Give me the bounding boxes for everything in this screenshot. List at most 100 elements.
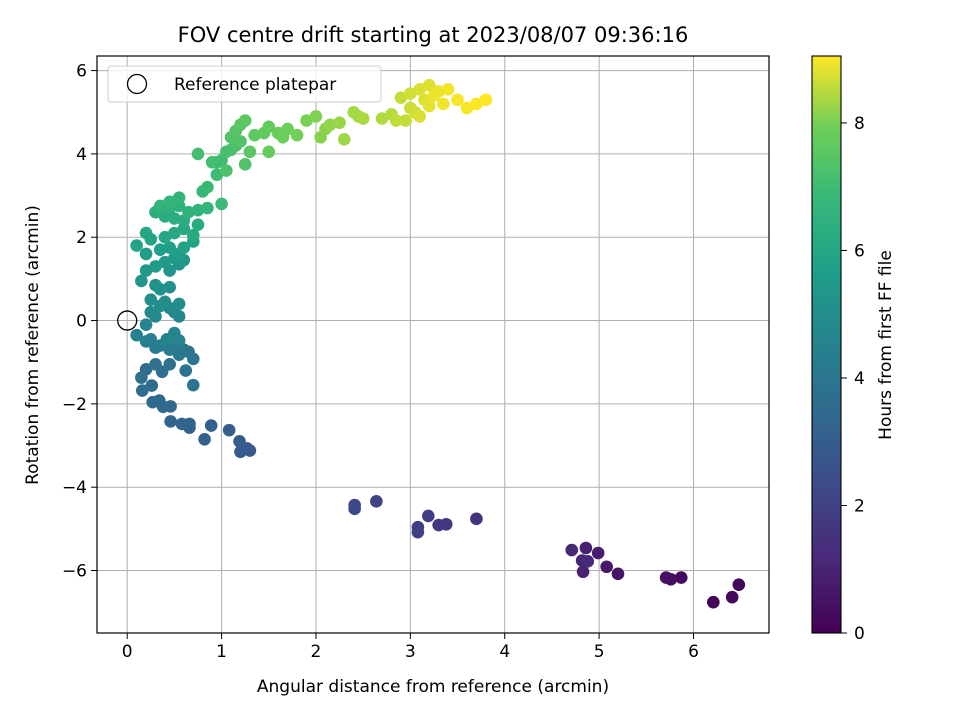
colorbar-tick-label: 6 — [854, 241, 865, 261]
data-point — [732, 578, 746, 591]
data-point — [233, 435, 246, 448]
data-point — [205, 155, 219, 169]
data-point — [337, 133, 351, 146]
data-point — [404, 87, 417, 100]
data-point — [460, 101, 474, 115]
data-point — [179, 364, 193, 377]
x-axis-label: Angular distance from reference (arcmin) — [257, 677, 609, 697]
legend-entry-reference-platepar: Reference platepar — [174, 75, 336, 95]
x-tick-label: 5 — [594, 642, 605, 662]
plot-frame — [96, 55, 770, 634]
data-point — [177, 241, 191, 254]
data-point — [659, 571, 673, 584]
data-point — [281, 122, 294, 136]
data-point — [136, 384, 149, 397]
data-point — [348, 502, 361, 516]
x-tick-label: 0 — [122, 642, 133, 662]
data-point — [191, 147, 205, 161]
data-point — [323, 118, 337, 132]
colorbar: 0 2 4 6 8 Hours from first FF file — [811, 55, 896, 644]
data-point — [158, 255, 172, 269]
x-tick-label: 4 — [499, 642, 510, 662]
data-point — [262, 145, 276, 159]
data-point — [725, 590, 739, 604]
x-tick-label: 3 — [405, 642, 416, 662]
data-point — [158, 295, 172, 309]
data-point — [399, 114, 412, 127]
data-point — [146, 395, 159, 409]
data-point — [204, 419, 218, 432]
data-point — [139, 226, 153, 240]
colorbar-ticks: 0 2 4 6 8 — [841, 114, 865, 644]
data-point — [163, 280, 176, 294]
data-point — [139, 247, 153, 261]
data-point — [394, 91, 408, 104]
data-point — [479, 93, 493, 107]
data-point — [300, 114, 313, 127]
data-point — [432, 85, 445, 98]
data-point — [144, 305, 158, 319]
data-point — [160, 332, 174, 346]
data-point — [437, 97, 450, 111]
legend-marker-icon — [126, 73, 148, 95]
colorbar-tick-label: 0 — [854, 624, 865, 644]
data-point — [238, 158, 252, 171]
data-point — [579, 541, 593, 555]
colorbar-tick-label: 8 — [854, 114, 865, 134]
data-point — [234, 445, 247, 459]
data-point — [611, 567, 625, 581]
y-tick-label: −4 — [62, 478, 87, 498]
data-point — [163, 357, 176, 371]
x-tick-label: 1 — [216, 642, 227, 662]
y-tick-label: 2 — [76, 228, 87, 248]
data-point — [674, 571, 688, 584]
data-point — [163, 195, 176, 209]
legend: Reference platepar — [107, 65, 382, 103]
y-tick-label: 4 — [76, 145, 87, 165]
data-point — [356, 112, 370, 125]
data-point — [145, 379, 159, 392]
data-point — [290, 128, 304, 142]
data-point — [576, 565, 590, 579]
x-tick-label: 6 — [688, 642, 699, 662]
data-point — [149, 357, 162, 371]
data-point — [139, 264, 153, 277]
colorbar-gradient — [811, 55, 842, 634]
data-point — [168, 226, 181, 240]
x-axis-ticks: 0 1 2 3 4 5 6 — [122, 633, 699, 662]
data-point — [215, 197, 228, 211]
data-point — [144, 293, 158, 307]
legend-box — [107, 65, 382, 103]
data-point — [201, 180, 214, 194]
data-point — [186, 228, 200, 242]
data-point — [191, 218, 205, 232]
data-point — [163, 241, 176, 254]
data-point — [158, 230, 172, 244]
data-point — [375, 112, 389, 125]
data-points — [130, 78, 746, 609]
data-point — [422, 99, 436, 113]
y-tick-label: −6 — [62, 562, 87, 582]
data-point — [201, 201, 214, 215]
data-point — [411, 525, 425, 539]
data-point — [153, 199, 167, 213]
data-point — [220, 164, 233, 177]
data-point — [191, 203, 205, 217]
data-point — [130, 328, 143, 342]
data-point — [422, 78, 436, 92]
data-point — [581, 555, 595, 568]
x-tick-label: 2 — [311, 642, 322, 662]
reference-marker-icon — [117, 310, 138, 331]
data-point — [441, 83, 455, 96]
data-point — [413, 110, 427, 123]
data-point — [182, 205, 195, 219]
data-point — [389, 114, 403, 127]
data-point — [432, 518, 445, 532]
data-point — [149, 278, 162, 292]
data-point — [175, 417, 189, 431]
data-point — [234, 135, 247, 148]
data-point — [470, 512, 483, 526]
data-point — [222, 423, 236, 437]
y-tick-label: −2 — [62, 395, 87, 415]
